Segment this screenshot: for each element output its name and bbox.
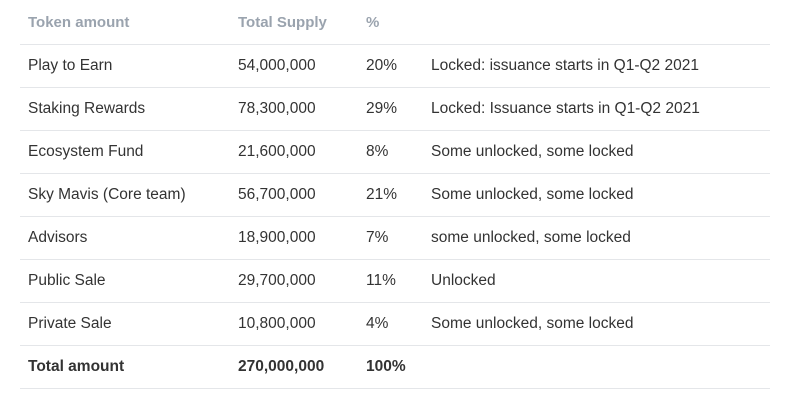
cell-status: Some unlocked, some locked [423,130,770,174]
cell-supply: 78,300,000 [230,87,358,131]
header-token-amount: Token amount [20,0,230,45]
cell-percent: 7% [358,216,423,260]
cell-category: Private Sale [20,302,230,346]
table-row: Play to Earn 54,000,000 20% Locked: issu… [20,44,770,88]
cell-status: Some unlocked, some locked [423,302,770,346]
total-supply: 270,000,000 [230,345,358,389]
header-total-supply: Total Supply [230,0,358,45]
cell-category: Public Sale [20,259,230,303]
cell-supply: 29,700,000 [230,259,358,303]
cell-status: Unlocked [423,259,770,303]
cell-category: Sky Mavis (Core team) [20,173,230,217]
total-percent: 100% [358,345,423,389]
cell-category: Ecosystem Fund [20,130,230,174]
token-allocation-table: Token amount Total Supply % Play to Earn… [20,0,770,389]
table-total-row: Total amount 270,000,000 100% [20,345,770,389]
cell-category: Play to Earn [20,44,230,88]
cell-percent: 11% [358,259,423,303]
cell-supply: 18,900,000 [230,216,358,260]
cell-category: Advisors [20,216,230,260]
cell-percent: 21% [358,173,423,217]
token-allocation-table-container: Token amount Total Supply % Play to Earn… [20,0,770,389]
table-header-row: Token amount Total Supply % [20,0,770,45]
cell-supply: 56,700,000 [230,173,358,217]
table-row: Ecosystem Fund 21,600,000 8% Some unlock… [20,130,770,174]
table-row: Staking Rewards 78,300,000 29% Locked: I… [20,87,770,131]
header-percent: % [358,0,423,45]
table-row: Advisors 18,900,000 7% some unlocked, so… [20,216,770,260]
table-row: Public Sale 29,700,000 11% Unlocked [20,259,770,303]
cell-status: Locked: Issuance starts in Q1-Q2 2021 [423,87,770,131]
cell-category: Staking Rewards [20,87,230,131]
cell-percent: 29% [358,87,423,131]
cell-supply: 54,000,000 [230,44,358,88]
table-row: Private Sale 10,800,000 4% Some unlocked… [20,302,770,346]
cell-status: some unlocked, some locked [423,216,770,260]
cell-supply: 10,800,000 [230,302,358,346]
total-label: Total amount [20,345,230,389]
cell-status: Some unlocked, some locked [423,173,770,217]
cell-status: Locked: issuance starts in Q1-Q2 2021 [423,44,770,88]
cell-percent: 8% [358,130,423,174]
total-status [423,345,770,389]
cell-percent: 20% [358,44,423,88]
table-row: Sky Mavis (Core team) 56,700,000 21% Som… [20,173,770,217]
header-notes [423,0,770,45]
cell-supply: 21,600,000 [230,130,358,174]
cell-percent: 4% [358,302,423,346]
